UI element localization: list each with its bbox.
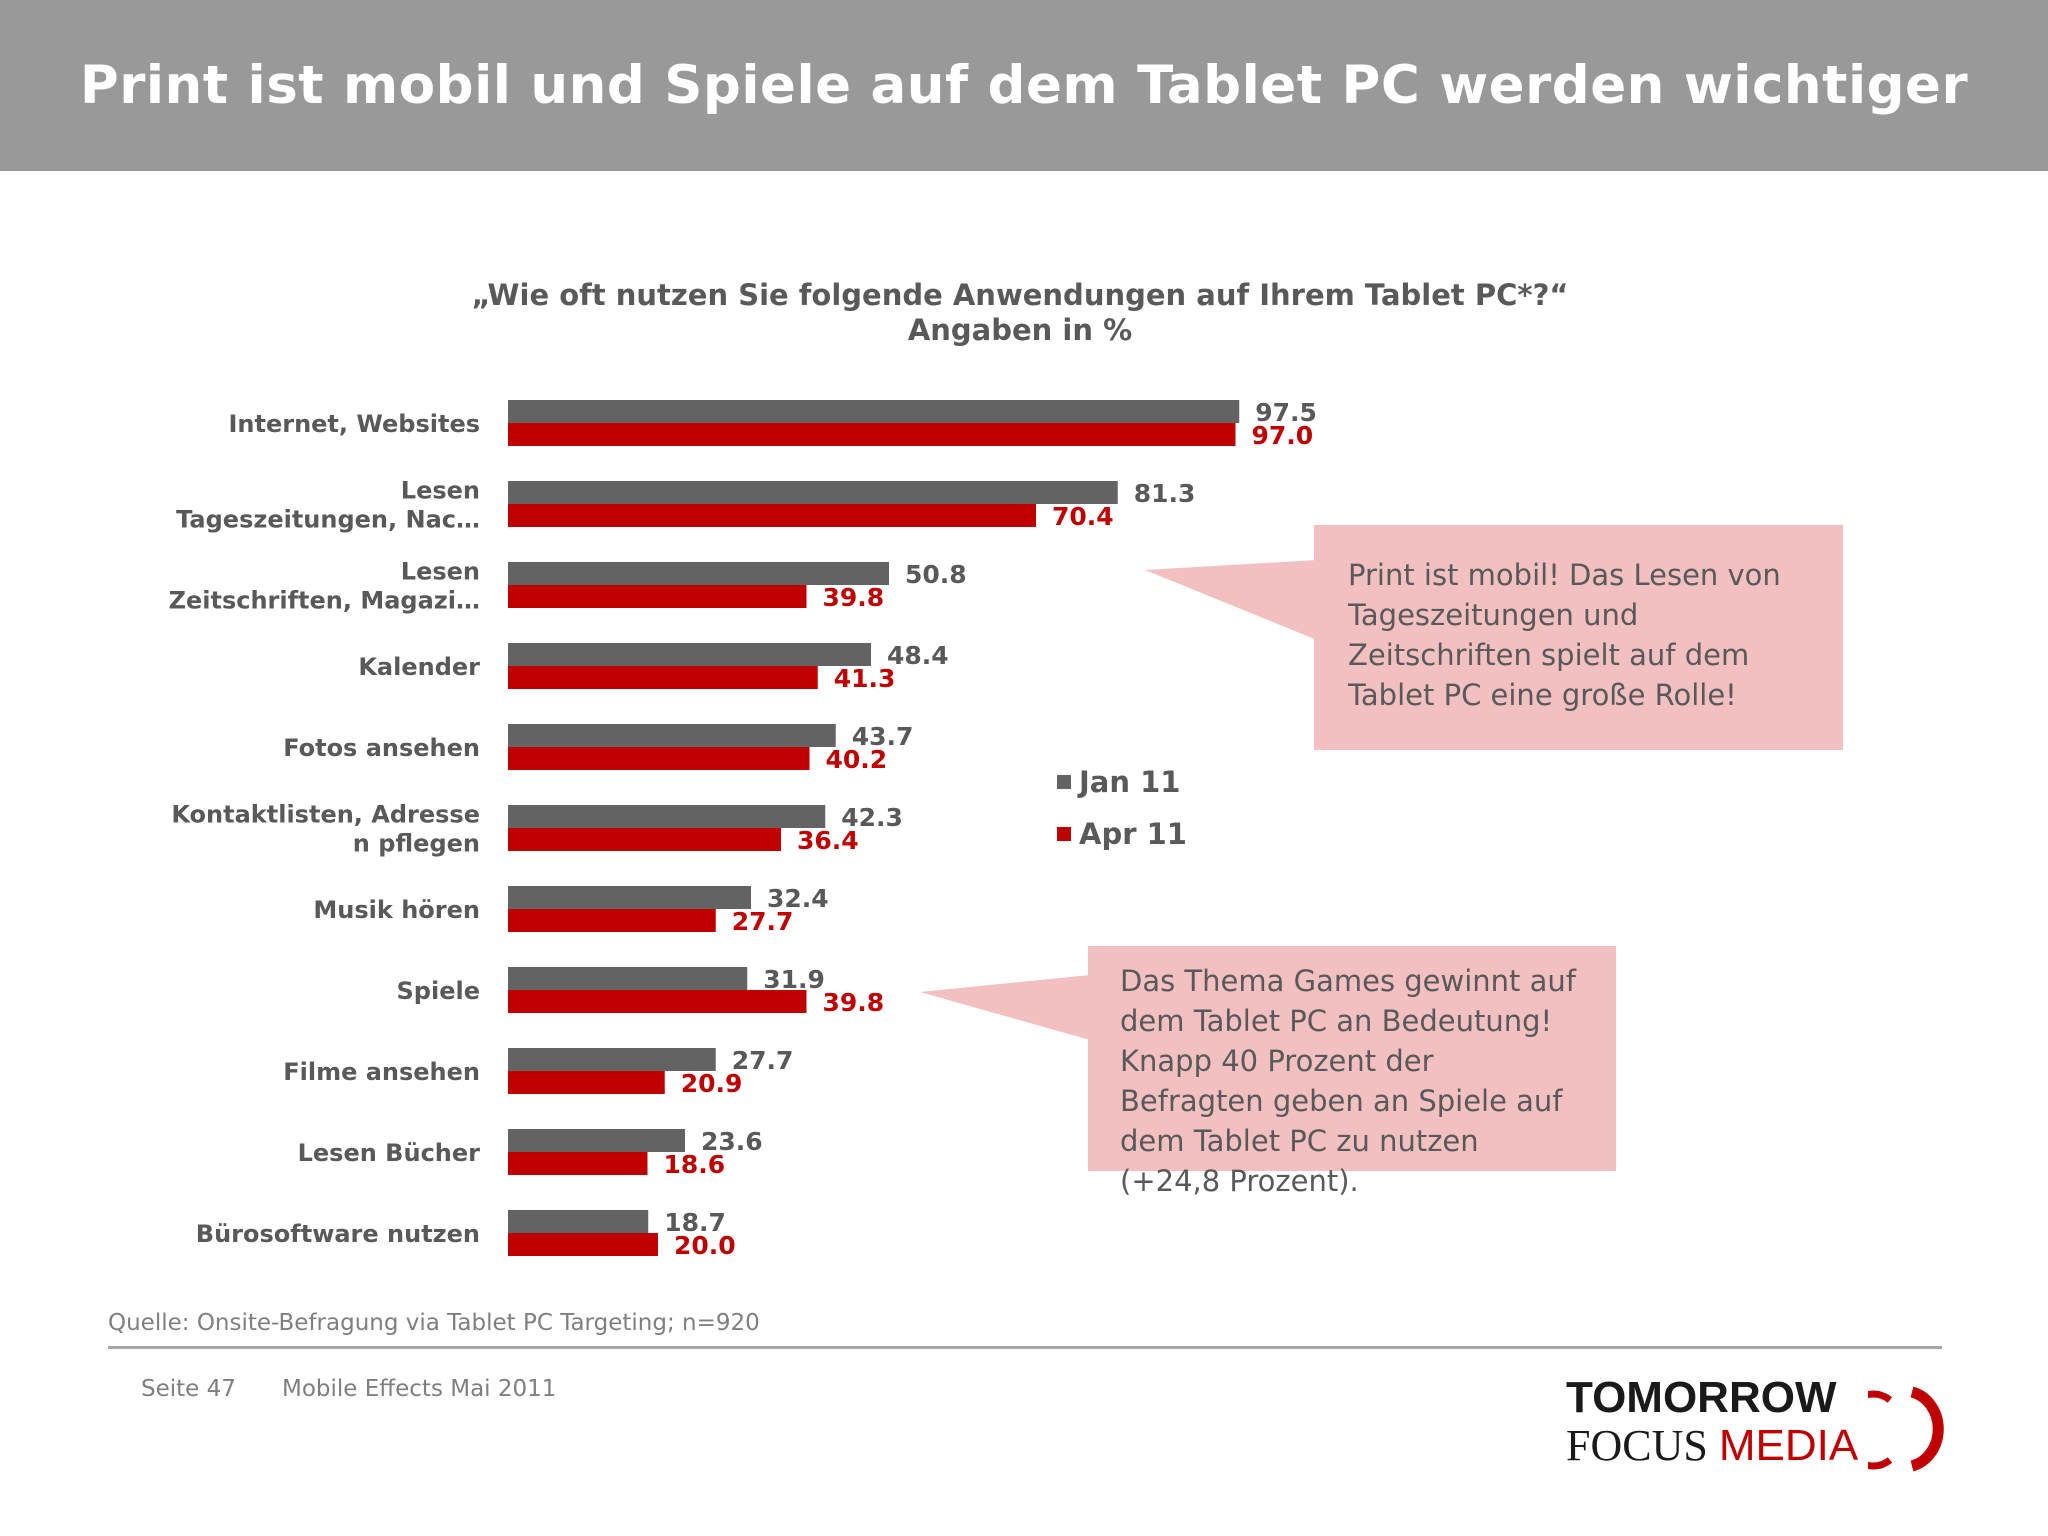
category-label-line: Kalender: [358, 653, 480, 681]
legend-item-jan: Jan 11: [1057, 756, 1187, 808]
bar: [508, 1152, 648, 1175]
callout-2-tail: [920, 975, 1090, 1040]
bar: [508, 585, 807, 608]
company-logo: TOMORROW FOCUS MEDIA: [1566, 1373, 1944, 1472]
category-label-line: Spiele: [397, 977, 480, 1005]
data-label: 20.9: [681, 1069, 743, 1098]
data-label: 39.8: [823, 988, 885, 1017]
legend-label-jan: Jan 11: [1079, 765, 1181, 799]
data-label: 97.5: [1255, 398, 1317, 427]
data-label: 18.7: [664, 1208, 726, 1237]
category-label: Kontaktlisten, Adresse n pflegen: [171, 801, 480, 858]
bar: [508, 1129, 685, 1152]
category-label: Bürosoftware nutzen: [196, 1220, 480, 1248]
legend-label-apr: Apr 11: [1079, 817, 1187, 851]
bar: [508, 400, 1240, 423]
logo-ring-icon: [1868, 1386, 1944, 1472]
callout-games: Das Thema Games gewinnt auf dem Tablet P…: [1088, 946, 1616, 1198]
bar: [508, 1048, 716, 1071]
category-label-line: Filme ansehen: [283, 1058, 480, 1086]
callout-2-text: Das Thema Games gewinnt auf dem Tablet P…: [1120, 964, 1576, 1198]
data-label: 48.4: [887, 641, 949, 670]
category-label-line: n pflegen: [353, 830, 480, 858]
data-label: 27.7: [732, 1046, 794, 1075]
slide-header: Print ist mobil und Spiele auf dem Table…: [0, 0, 2048, 171]
chart-title-block: „Wie oft nutzen Sie folgende Anwendungen…: [400, 278, 1640, 348]
data-label: 81.3: [1134, 479, 1196, 508]
category-label-line: Kontaktlisten, Adresse: [171, 801, 480, 829]
bar: [508, 724, 836, 747]
data-label: 36.4: [797, 826, 859, 855]
bar: [508, 805, 826, 828]
data-label: 31.9: [763, 965, 825, 994]
bar: [508, 909, 716, 932]
data-label: 41.3: [834, 664, 896, 693]
data-label: 20.0: [674, 1231, 736, 1260]
data-label: 23.6: [701, 1127, 763, 1156]
footer-issue: Mobile Effects Mai 2011: [282, 1376, 557, 1402]
category-label-line: Tageszeitungen, Nac…: [176, 506, 480, 534]
legend-swatch-jan: [1057, 775, 1071, 789]
category-label-line: Bürosoftware nutzen: [196, 1220, 480, 1248]
legend-swatch-apr: [1057, 827, 1071, 841]
bar: [508, 643, 871, 666]
category-label: Spiele: [397, 977, 480, 1005]
footer-divider: [108, 1346, 1942, 1349]
data-label: 27.7: [732, 907, 794, 936]
bar: [508, 1210, 649, 1233]
category-label: Lesen Tageszeitungen, Nac…: [176, 477, 480, 534]
chart-subtitle: Angaben in %: [907, 313, 1133, 347]
bar: [508, 562, 889, 585]
bar: [508, 423, 1236, 446]
legend-item-apr: Apr 11: [1057, 808, 1187, 860]
bar: [508, 828, 781, 851]
logo-line2: FOCUS MEDIA: [1566, 1422, 1858, 1470]
category-label-line: Lesen Bücher: [298, 1139, 481, 1167]
bar: [508, 747, 810, 770]
chart-legend: Jan 11 Apr 11: [1057, 756, 1187, 860]
source-note: Quelle: Onsite-Befragung via Tablet PC T…: [108, 1310, 760, 1336]
category-label: Kalender: [358, 653, 480, 681]
category-label-line: Lesen: [401, 558, 480, 586]
bar: [508, 990, 807, 1013]
bar: [508, 1071, 665, 1094]
bar: [508, 886, 751, 909]
category-label-line: Zeitschriften, Magazi…: [169, 587, 480, 615]
data-label: 18.6: [664, 1150, 726, 1179]
category-label: Fotos ansehen: [283, 734, 480, 762]
bar: [508, 967, 748, 990]
category-label-line: Lesen: [401, 477, 480, 505]
category-label: Filme ansehen: [283, 1058, 480, 1086]
bar: [508, 504, 1036, 527]
data-label: 97.0: [1252, 421, 1314, 450]
callout-1-text: Print ist mobil! Das Lesen von Tageszeit…: [1348, 558, 1781, 712]
data-label: 50.8: [905, 560, 967, 589]
data-label: 32.4: [767, 884, 829, 913]
category-label: Lesen Zeitschriften, Magazi…: [169, 558, 480, 615]
bar: [508, 666, 818, 689]
callout-1-tail: [1145, 560, 1317, 640]
chart-title: „Wie oft nutzen Sie folgende Anwendungen…: [471, 278, 1569, 312]
data-label: 42.3: [841, 803, 903, 832]
category-label-line: Fotos ansehen: [283, 734, 480, 762]
page-number: Seite 47: [141, 1376, 236, 1402]
category-label-line: Musik hören: [313, 896, 480, 924]
bar: [508, 481, 1118, 504]
data-label: 70.4: [1052, 502, 1114, 531]
data-label: 43.7: [852, 722, 914, 751]
data-label: 39.8: [823, 583, 885, 612]
category-label-line: Internet, Websites: [228, 410, 480, 438]
callout-print-mobile: Print ist mobil! Das Lesen von Tageszeit…: [1314, 525, 1843, 750]
category-label: Internet, Websites: [228, 410, 480, 438]
category-label: Musik hören: [313, 896, 480, 924]
logo-line1: TOMORROW: [1566, 1373, 1837, 1422]
logo-media: MEDIA: [1718, 1421, 1859, 1470]
data-label: 40.2: [826, 745, 888, 774]
logo-focus: FOCUS: [1566, 1421, 1719, 1470]
bar: [508, 1233, 658, 1256]
category-label: Lesen Bücher: [298, 1139, 481, 1167]
slide-title: Print ist mobil und Spiele auf dem Table…: [79, 55, 1969, 116]
